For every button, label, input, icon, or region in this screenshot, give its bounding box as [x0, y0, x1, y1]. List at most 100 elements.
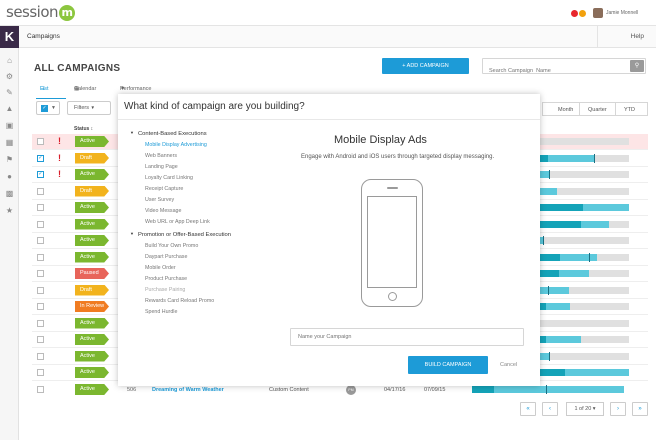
option-web-banners[interactable]: Web Banners [145, 153, 177, 159]
page-title: ALL CAMPAIGNS [34, 63, 121, 74]
notification-red-dot [571, 10, 578, 17]
row-checkbox[interactable] [37, 220, 44, 228]
chevron-down-icon: ▼ [90, 105, 95, 110]
row-checkbox[interactable] [37, 352, 44, 360]
option-web-url-deep-link[interactable]: Web URL or App Deep Link [145, 219, 210, 225]
cancel-link[interactable]: Cancel [500, 362, 518, 368]
avatar[interactable] [593, 8, 603, 18]
option-rewards-card-reload[interactable]: Rewards Card Reload Promo [145, 298, 215, 304]
megaphone-icon[interactable]: ▲ [5, 104, 14, 113]
start-date: 04/17/16 [384, 387, 406, 393]
preview-title: Mobile Display Ads [334, 134, 427, 146]
row-checkbox[interactable] [37, 319, 44, 327]
status-badge: Draft [75, 284, 109, 296]
row-checkbox[interactable] [37, 369, 44, 376]
table-row[interactable]: Active 506 Dreaming of Warm Weather Cust… [32, 382, 648, 398]
tab-ytd[interactable]: YTD [624, 107, 635, 113]
option-purchase-pairing[interactable]: Purchase Pairing [145, 287, 186, 293]
build-campaign-button[interactable]: BUILD CAMPAIGN [408, 356, 488, 374]
search-icon[interactable]: ⚲ [630, 60, 644, 72]
performance-bar-dark [537, 154, 549, 162]
next-page-button[interactable]: › [610, 402, 626, 416]
status-column-header[interactable]: Status ↕ [74, 126, 94, 132]
option-landing-page[interactable]: Landing Page [145, 164, 178, 170]
tab-quarter[interactable]: Quarter [588, 107, 607, 113]
select-all-dropdown[interactable]: ✓ ▼ [36, 101, 60, 115]
trophy-icon[interactable]: ★ [5, 206, 14, 215]
filters-button[interactable]: Filters ▼ [67, 101, 111, 115]
performance-bar [537, 352, 549, 360]
first-page-button[interactable]: « [520, 402, 536, 416]
row-checkbox[interactable]: ✓ [37, 171, 44, 178]
help-link[interactable]: Help [630, 33, 644, 40]
category-content-based[interactable]: Content-Based Executions [130, 130, 207, 137]
last-page-button[interactable]: » [632, 402, 648, 416]
section-title: Campaigns [27, 33, 60, 40]
users-icon[interactable]: ● [7, 172, 12, 181]
sidebar: K ⌂ ⚙ ✎ ▲ ▣ ▦ ⚑ ● ▩ ★ [0, 26, 19, 440]
page-select[interactable]: 1 of 20 ▾ [566, 402, 604, 416]
performance-bar [537, 204, 629, 211]
notifications-indicator[interactable] [571, 10, 587, 17]
performance-bar-dark [537, 204, 583, 211]
search-input[interactable] [483, 64, 623, 78]
performance-bar [537, 369, 629, 376]
divider [579, 103, 580, 115]
row-checkbox[interactable] [37, 336, 44, 343]
chevron-down-icon: ▼ [51, 105, 56, 111]
calendar-icon: ▦ [74, 86, 80, 92]
option-product-purchase[interactable]: Product Purchase [145, 276, 188, 282]
bar-chart-icon[interactable]: ▩ [5, 189, 14, 198]
campaign-name-link[interactable]: Dreaming of Warm Weather [152, 387, 224, 393]
end-date: 07/09/15 [424, 387, 446, 393]
row-checkbox[interactable] [37, 286, 44, 294]
option-user-survey[interactable]: User Survey [145, 197, 175, 203]
performance-bar-track [537, 187, 629, 195]
user-name[interactable]: Jamie Monnell [606, 10, 639, 16]
option-video-message[interactable]: Video Message [145, 208, 182, 214]
row-checkbox[interactable] [37, 237, 44, 244]
flag-icon[interactable]: ⚑ [5, 155, 14, 164]
option-daypart-purchase[interactable]: Daypart Purchase [145, 254, 188, 260]
status-badge: Active [75, 235, 109, 246]
row-checkbox[interactable] [37, 204, 44, 211]
performance-bar-dark [537, 270, 560, 277]
row-checkbox[interactable] [37, 253, 44, 261]
option-mobile-display-advertising[interactable]: Mobile Display Advertising [145, 142, 207, 148]
option-build-your-own-promo[interactable]: Build Your Own Promo [145, 243, 199, 249]
option-mobile-order[interactable]: Mobile Order [145, 265, 176, 271]
prev-page-button[interactable]: ‹ [542, 402, 558, 416]
row-checkbox[interactable] [37, 187, 44, 195]
performance-bar-track [537, 352, 629, 360]
performance-bar-dark [537, 336, 547, 343]
tickets-icon[interactable]: ▦ [5, 138, 14, 147]
add-campaign-button[interactable]: + ADD CAMPAIGN [382, 58, 469, 74]
status-badge: Active [75, 334, 109, 345]
gears-icon[interactable]: ⚙ [5, 72, 14, 81]
row-checkbox[interactable] [37, 138, 44, 145]
row-checkbox[interactable] [37, 303, 44, 310]
tab-month[interactable]: Month [558, 107, 574, 113]
option-spend-hurdle[interactable]: Spend Hurdle [145, 309, 178, 315]
category-promotion-based[interactable]: Promotion or Offer-Based Execution [130, 231, 231, 238]
brand-logo[interactable]: K [0, 26, 19, 48]
performance-bar [537, 270, 589, 277]
wrench-icon[interactable]: ✎ [6, 88, 13, 97]
performance-marker [548, 170, 550, 179]
performance-bar [537, 286, 570, 294]
performance-bar-track [537, 336, 629, 343]
row-checkbox[interactable] [37, 270, 44, 277]
row-checkbox[interactable]: ✓ [37, 154, 44, 162]
period-tabs: Month Quarter YTD [542, 102, 648, 116]
divider [597, 26, 598, 48]
performance-bar-track [537, 286, 629, 294]
session-m-logo[interactable]: session m [6, 3, 76, 21]
row-checkbox[interactable] [37, 386, 44, 393]
option-receipt-capture[interactable]: Receipt Capture [145, 186, 184, 192]
option-loyalty-card-linking[interactable]: Loyalty Card Linking [145, 175, 193, 181]
home-icon[interactable]: ⌂ [7, 56, 12, 65]
briefcase-icon[interactable]: ▣ [5, 121, 14, 130]
alert-icon: ! [58, 136, 61, 146]
campaign-name-input[interactable] [290, 328, 524, 346]
performance-bar-dark [537, 303, 547, 310]
